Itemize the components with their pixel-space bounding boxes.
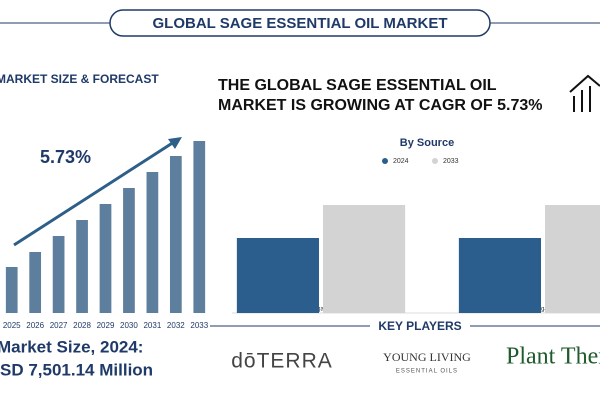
bar [545, 205, 600, 313]
legend-label: 2024 [393, 158, 409, 165]
key-players-title: KEY PLAYERS [378, 319, 461, 333]
bar [123, 188, 135, 313]
logo: ESSENTIAL OILS [396, 369, 458, 375]
x-tick-label: 2028 [73, 321, 91, 330]
market-size-value: SD 7,501.14 Million [0, 360, 153, 379]
bar [52, 236, 65, 313]
bar [29, 252, 42, 313]
chart-title: By Source [400, 137, 454, 149]
x-tick-label: 2029 [97, 321, 115, 330]
bar [236, 238, 319, 313]
cagr-label: 5.73% [40, 147, 91, 167]
forecast-heading: MARKET SIZE & FORECAST [0, 72, 159, 86]
x-tick-label: 2025 [3, 321, 21, 330]
bar [169, 156, 182, 313]
x-tick-label: 2032 [167, 321, 185, 330]
x-tick-label: 2033 [190, 321, 208, 330]
bar [458, 238, 541, 313]
legend-swatch [432, 158, 438, 164]
page-title: GLOBAL SAGE ESSENTIAL OIL MARKET [152, 15, 447, 32]
legend-swatch [382, 158, 388, 164]
growth-icon [569, 74, 600, 112]
bar [323, 205, 406, 313]
logo: YOUNG LIVING [383, 350, 471, 364]
headline: MARKET IS GROWING AT CAGR OF 5.73% [218, 97, 542, 114]
logo: Plant Thera [506, 344, 600, 370]
legend-label: 2033 [443, 158, 459, 165]
bar [193, 141, 206, 313]
headline: THE GLOBAL SAGE ESSENTIAL OIL [218, 77, 497, 94]
x-tick-label: Organic [310, 307, 331, 313]
bar [99, 204, 112, 313]
market-size-label: Market Size, 2024: [0, 337, 143, 356]
logo: dōTERRA [231, 350, 333, 373]
arrow-head [168, 137, 182, 149]
x-tick-label: 2026 [26, 321, 44, 330]
bar [76, 220, 88, 313]
x-tick-label: 2031 [143, 321, 161, 330]
bar [146, 172, 159, 313]
bar [5, 267, 18, 313]
x-tick-label: 2030 [120, 321, 138, 330]
growth-arrow [13, 140, 175, 247]
x-tick-label: Inorganic [531, 307, 556, 313]
x-tick-label: 2027 [50, 321, 68, 330]
